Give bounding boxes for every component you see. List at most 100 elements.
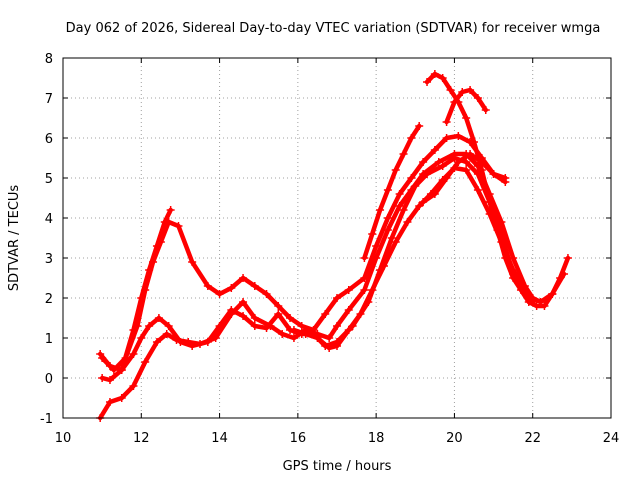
- data-point: [313, 334, 322, 342]
- data-point: [152, 242, 161, 250]
- data-point: [344, 286, 353, 294]
- data-point: [391, 166, 400, 174]
- data-point: [454, 132, 463, 140]
- data-point: [446, 86, 455, 94]
- data-point: [403, 218, 412, 226]
- data-point: [129, 382, 138, 390]
- y-tick-label: 1: [45, 332, 53, 347]
- y-tick-label: 8: [45, 52, 53, 67]
- data-point: [548, 290, 557, 298]
- series-trace: [362, 123, 422, 261]
- data-point: [129, 350, 138, 358]
- data-point: [325, 334, 334, 342]
- data-point: [563, 254, 572, 262]
- data-point: [411, 182, 420, 190]
- x-tick-label: 22: [524, 431, 541, 446]
- data-point: [321, 310, 330, 318]
- x-tick-label: 12: [133, 431, 150, 446]
- data-point: [415, 122, 424, 130]
- data-point: [372, 242, 381, 250]
- y-tick-label: 6: [45, 132, 53, 147]
- data-point: [462, 166, 471, 174]
- data-point: [415, 202, 424, 210]
- data-point: [333, 294, 341, 302]
- data-point: [442, 174, 451, 182]
- data-point: [98, 374, 107, 382]
- data-point: [250, 314, 259, 322]
- data-point: [454, 158, 463, 166]
- data-point: [466, 86, 475, 94]
- data-point: [278, 330, 287, 338]
- data-point: [462, 114, 471, 122]
- data-point: [379, 262, 388, 270]
- data-point: [105, 398, 114, 406]
- data-point: [473, 186, 482, 194]
- data-point: [188, 258, 197, 266]
- x-tick-label: 18: [368, 431, 385, 446]
- x-tick-label: 10: [55, 431, 72, 446]
- data-point: [188, 342, 197, 350]
- data-point: [239, 298, 248, 306]
- data-point: [98, 354, 107, 362]
- data-point: [532, 302, 541, 310]
- data-point: [485, 198, 494, 206]
- data-point: [430, 190, 439, 198]
- data-point: [239, 312, 248, 320]
- data-point: [360, 254, 369, 262]
- data-point: [239, 274, 248, 282]
- data-point: [215, 322, 224, 330]
- data-point: [152, 338, 161, 346]
- data-point: [274, 302, 283, 310]
- data-point: [438, 74, 447, 82]
- series-trace: [97, 151, 567, 421]
- data-points: [96, 70, 572, 422]
- data-point: [473, 94, 482, 102]
- data-point: [399, 206, 408, 214]
- data-point: [516, 286, 525, 294]
- series-track-h: [442, 86, 490, 126]
- x-tick-label: 16: [290, 431, 307, 446]
- data-point: [395, 190, 404, 198]
- data-point: [501, 178, 510, 186]
- data-point: [399, 150, 408, 158]
- data-point: [117, 366, 126, 374]
- data-point: [109, 366, 118, 374]
- data-point: [137, 334, 146, 342]
- data-point: [423, 170, 432, 178]
- data-point: [442, 118, 451, 126]
- data-point: [227, 306, 236, 314]
- data-point: [387, 234, 396, 242]
- data-point: [160, 218, 169, 226]
- series-track-f: [360, 122, 424, 262]
- data-point: [289, 326, 298, 334]
- data-point: [164, 322, 173, 330]
- data-point: [262, 290, 271, 298]
- chart-title: Day 062 of 2026, Sidereal Day-to-day VTE…: [66, 21, 601, 36]
- data-point: [442, 134, 451, 142]
- data-point: [419, 158, 428, 166]
- data-point: [438, 162, 447, 170]
- y-tick-label: 0: [45, 372, 53, 387]
- data-point: [481, 106, 490, 114]
- data-point: [450, 98, 459, 106]
- plot-frame: [62, 57, 612, 419]
- data-point: [368, 286, 377, 294]
- data-point: [250, 322, 259, 330]
- data-point: [466, 150, 475, 158]
- y-tick-label: 4: [45, 212, 53, 227]
- data-point: [383, 186, 392, 194]
- data-point: [423, 78, 432, 86]
- data-point: [360, 274, 369, 282]
- data-point: [333, 322, 341, 330]
- series-track-g: [423, 70, 572, 310]
- data-point: [215, 290, 224, 298]
- data-point: [289, 334, 298, 342]
- data-point: [325, 344, 334, 352]
- data-point: [203, 282, 212, 290]
- x-tick-label: 20: [446, 431, 463, 446]
- data-point: [458, 88, 467, 96]
- data-point: [407, 174, 416, 182]
- data-point: [145, 322, 154, 330]
- data-point: [227, 284, 236, 292]
